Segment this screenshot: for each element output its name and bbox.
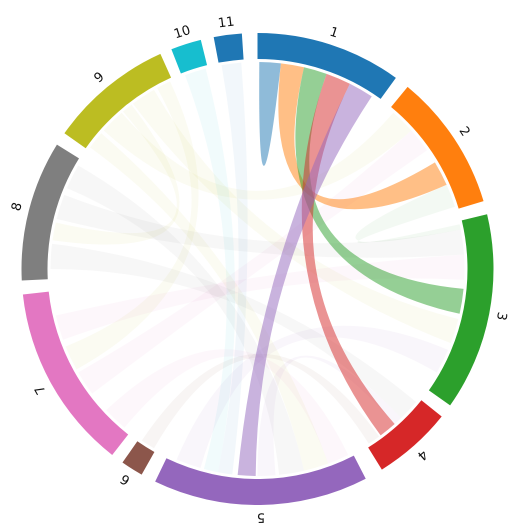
group-arc-11[interactable] bbox=[213, 33, 244, 63]
group-arc-8[interactable] bbox=[21, 144, 80, 281]
group-arc-1[interactable] bbox=[257, 33, 396, 99]
chord-5-9[interactable] bbox=[90, 133, 329, 471]
group-label-11: 11 bbox=[217, 14, 235, 31]
chord-3-7[interactable] bbox=[55, 254, 465, 340]
group-arc-10[interactable] bbox=[171, 39, 208, 74]
group-label-1: 1 bbox=[328, 25, 341, 42]
chord-ribbons bbox=[50, 62, 465, 476]
group-label-8: 8 bbox=[9, 201, 26, 213]
group-label-10: 10 bbox=[172, 23, 192, 42]
chord-2-9[interactable] bbox=[103, 112, 412, 200]
chord-3-5[interactable] bbox=[176, 325, 449, 468]
group-arc-3[interactable] bbox=[428, 214, 494, 406]
group-label-9: 9 bbox=[91, 69, 107, 86]
group-arc-4[interactable] bbox=[368, 400, 442, 470]
chord-3-8[interactable] bbox=[56, 194, 464, 258]
chord-4-6[interactable] bbox=[141, 353, 380, 449]
chord-1-2[interactable] bbox=[278, 63, 447, 210]
chord-1-3[interactable] bbox=[295, 67, 464, 314]
group-arc-9[interactable] bbox=[64, 53, 172, 149]
chord-1-4[interactable] bbox=[301, 73, 395, 436]
group-arc-7[interactable] bbox=[22, 291, 129, 455]
chord-1-1[interactable] bbox=[259, 62, 281, 166]
chord-4-5[interactable] bbox=[257, 355, 402, 476]
chord-5-11[interactable] bbox=[218, 62, 248, 475]
chord-5-8[interactable] bbox=[66, 165, 305, 475]
chord-5-10[interactable] bbox=[185, 68, 236, 473]
group-label-3: 3 bbox=[493, 311, 509, 322]
group-label-6: 6 bbox=[118, 470, 133, 487]
group-label-5: 5 bbox=[257, 509, 265, 524]
group-label-7: 7 bbox=[32, 382, 49, 397]
group-arc-2[interactable] bbox=[391, 86, 484, 209]
group-arcs bbox=[21, 33, 494, 505]
group-label-2: 2 bbox=[456, 124, 473, 139]
chord-plot: 1 2 3 4 5 6 7 8 9 10 11 bbox=[9, 14, 509, 524]
chord-1-5[interactable] bbox=[237, 83, 372, 476]
group-arc-6[interactable] bbox=[122, 441, 155, 475]
chord-3-9[interactable] bbox=[132, 89, 459, 344]
chord-2-7[interactable] bbox=[78, 130, 428, 394]
chord-8-9[interactable] bbox=[52, 104, 180, 245]
chord-7-9[interactable] bbox=[65, 81, 199, 370]
chord-5-7[interactable] bbox=[106, 349, 349, 464]
chord-4-8[interactable] bbox=[50, 243, 417, 418]
group-label-4: 4 bbox=[414, 446, 430, 463]
group-arc-5[interactable] bbox=[155, 455, 366, 505]
chord-2-3[interactable] bbox=[355, 184, 461, 243]
